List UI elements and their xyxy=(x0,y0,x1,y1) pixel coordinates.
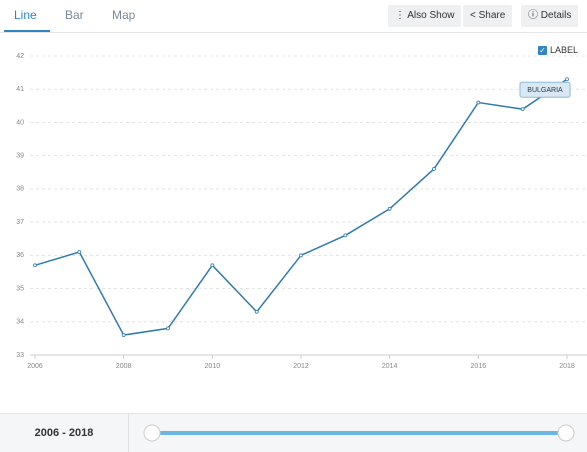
range-bar: 2006 - 2018 xyxy=(0,413,587,452)
tab-divider xyxy=(0,32,587,33)
x-tick-label: 2008 xyxy=(116,363,132,370)
y-tick-label: 36 xyxy=(16,252,24,259)
data-point xyxy=(33,263,37,268)
data-point xyxy=(254,309,259,314)
details-button[interactable]: ⓘ Details xyxy=(521,5,579,27)
series-label: BULGARIA xyxy=(527,87,563,94)
x-tick-label: 2014 xyxy=(382,363,398,370)
y-tick-label: 34 xyxy=(16,319,24,326)
y-tick-label: 42 xyxy=(16,53,24,60)
label-checkbox[interactable]: ✓ LABEL xyxy=(538,45,578,55)
x-tick-label: 2006 xyxy=(27,363,43,370)
button-text: Share xyxy=(478,10,506,21)
y-tick-label: 41 xyxy=(16,86,24,93)
slider-handle[interactable] xyxy=(557,424,575,442)
tab-map[interactable]: Map xyxy=(112,8,136,22)
y-tick-label: 39 xyxy=(16,153,24,160)
data-point xyxy=(476,100,481,105)
chart: 33 34 35 36 37 38 39 40 41 42 2006 2008 2010 2012 2014… xyxy=(16,53,587,370)
x-tick-label: 2016 xyxy=(471,363,487,370)
data-point xyxy=(121,333,126,337)
data-point xyxy=(343,233,348,238)
checkbox-label: LABEL xyxy=(550,45,579,55)
tab-bar[interactable]: Bar xyxy=(65,8,84,22)
y-tick-label: 37 xyxy=(16,219,24,226)
tab-line[interactable]: Line xyxy=(14,8,37,22)
series-line xyxy=(34,78,568,336)
data-point xyxy=(565,77,569,82)
active-tab-underline xyxy=(4,30,50,32)
y-tick-label: 35 xyxy=(16,285,24,292)
y-tick-label: 38 xyxy=(16,186,24,193)
button-text: Also Show xyxy=(407,10,455,21)
data-point xyxy=(387,206,392,211)
y-tick-label: 40 xyxy=(16,119,24,126)
data-point xyxy=(299,253,303,258)
share-button[interactable]: < Share xyxy=(463,5,513,27)
data-point xyxy=(432,167,436,171)
data-point xyxy=(210,263,215,268)
data-point xyxy=(520,107,525,112)
series-label-box xyxy=(519,81,571,98)
data-point xyxy=(77,250,82,254)
slider-handle[interactable] xyxy=(143,424,161,442)
range-label: 2006 - 2018 xyxy=(0,414,129,452)
data-point xyxy=(166,326,170,331)
x-tick-label: 2018 xyxy=(559,363,575,370)
slider-track xyxy=(152,431,566,435)
checkbox[interactable]: ✓ xyxy=(538,45,547,55)
y-tick-label: 33 xyxy=(16,352,24,359)
button-text: Details xyxy=(540,10,572,21)
range-slider[interactable] xyxy=(128,414,587,452)
x-tick-label: 2010 xyxy=(205,363,221,370)
x-tick-label: 2012 xyxy=(293,363,309,370)
also-show-button[interactable]: ⋮ Also Show xyxy=(388,5,462,27)
